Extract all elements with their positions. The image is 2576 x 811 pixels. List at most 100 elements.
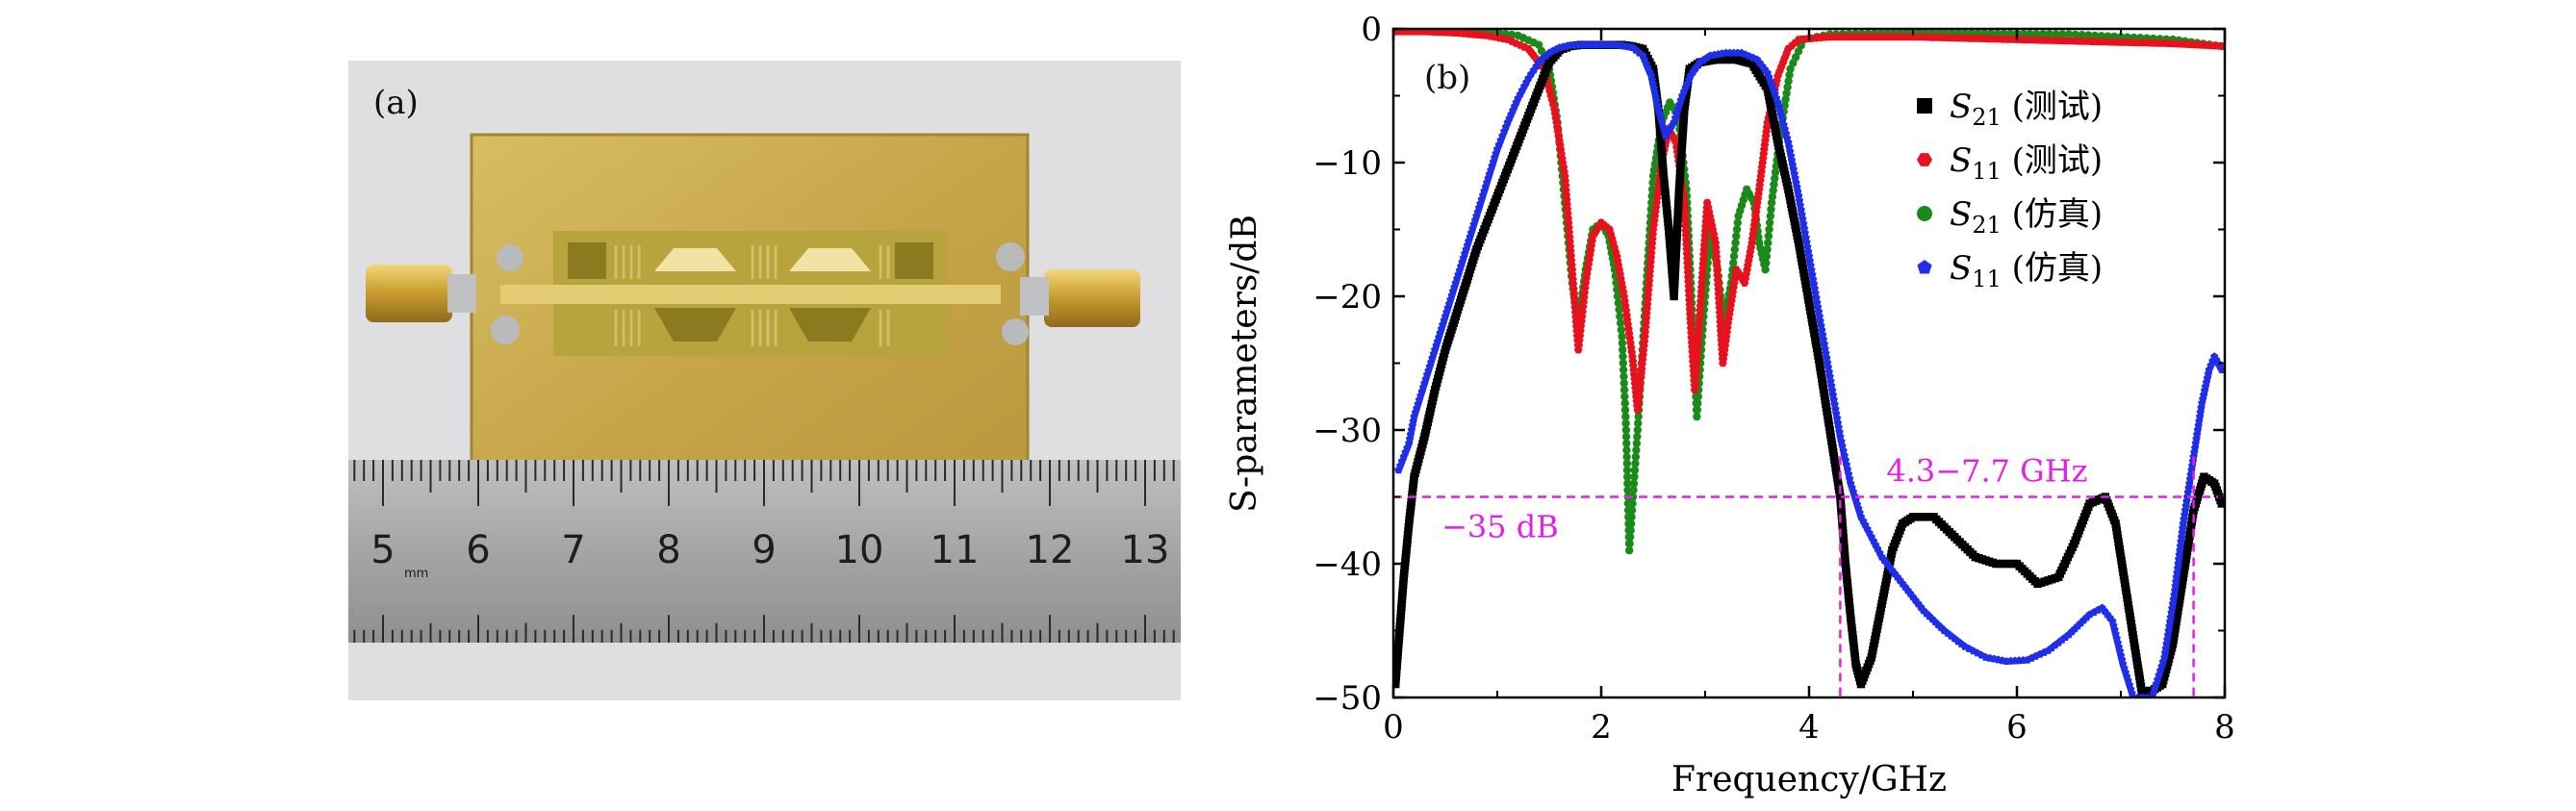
- data-point: [1784, 77, 1793, 86]
- data-point: [1616, 318, 1625, 327]
- data-point: [1629, 479, 1639, 488]
- data-point: [1618, 332, 1626, 341]
- data-point: [1620, 386, 1629, 394]
- data-point: [1693, 405, 1702, 415]
- data-point: [1693, 412, 1701, 421]
- data-point: [2078, 31, 2086, 39]
- data-point: [1633, 425, 1643, 435]
- data-point: [1649, 165, 1659, 174]
- data-point: [2032, 30, 2041, 38]
- series-1: [1393, 29, 2225, 414]
- data-point: [1622, 439, 1631, 448]
- panel-a-label: (a): [373, 84, 419, 122]
- x-axis-label: Frequency/GHz: [1671, 760, 1947, 799]
- data-point: [1765, 218, 1774, 227]
- sma-connector-left: [366, 265, 476, 322]
- data-point: [2058, 30, 2067, 38]
- data-point: [1634, 418, 1643, 428]
- data-point: [1625, 539, 1634, 548]
- data-point: [1630, 466, 1640, 474]
- ruler-number: 5: [370, 528, 395, 572]
- legend-marker: [1917, 153, 1932, 166]
- data-point: [2052, 30, 2060, 38]
- data-point: [1762, 252, 1772, 261]
- data-point: [1621, 425, 1631, 435]
- data-point: [1631, 452, 1641, 461]
- data-point: [2019, 29, 2028, 38]
- x-tick-label: 8: [2214, 708, 2235, 747]
- data-point: [1627, 513, 1636, 521]
- ruler-number: 10: [835, 528, 884, 572]
- data-point: [1764, 239, 1773, 247]
- data-point: [1622, 466, 1632, 474]
- legend: S21 (测试) S11 (测试) S21 (仿真) S11 (仿真): [1917, 88, 2103, 292]
- legend-label: S11 (仿真): [1950, 249, 2103, 292]
- data-point: [1614, 298, 1623, 308]
- legend-label: S21 (测试): [1950, 88, 2103, 131]
- y-tick-label: 0: [1361, 11, 1382, 49]
- data-point: [1619, 359, 1628, 367]
- data-point: [1785, 70, 1794, 80]
- data-point: [1622, 459, 1632, 468]
- data-point: [1694, 399, 1702, 408]
- data-point: [2071, 30, 2079, 39]
- data-point: [1732, 225, 1742, 234]
- data-point: [1730, 245, 1739, 254]
- pcb-circuit: [491, 231, 1029, 356]
- data-point: [2084, 31, 2093, 39]
- data-point: [1632, 439, 1642, 448]
- level-annotation: −35 dB: [1441, 509, 1559, 545]
- data-point: [1762, 259, 1771, 267]
- annotation-layer: [1393, 456, 2225, 697]
- data-point: [2217, 366, 2225, 373]
- data-point: [1771, 167, 1780, 177]
- data-point: [1771, 174, 1779, 183]
- data-point: [1615, 305, 1623, 315]
- ruler-number: 6: [466, 528, 490, 572]
- data-point: [1621, 432, 1631, 442]
- ruler-number: 9: [752, 528, 776, 572]
- ruler-number: 8: [656, 528, 680, 572]
- legend-label: S11 (测试): [1950, 141, 2103, 185]
- ruler-number: 11: [931, 528, 980, 572]
- plot-area: [1393, 29, 2225, 697]
- data-point: [1622, 445, 1631, 455]
- data-point: [1620, 379, 1628, 388]
- data-point: [1626, 526, 1635, 535]
- legend-marker: [1917, 260, 1932, 274]
- data-point: [1623, 479, 1632, 488]
- data-point: [1620, 393, 1629, 401]
- data-point: [1761, 266, 1770, 274]
- series-layer: [1393, 29, 2225, 697]
- data-point: [1732, 232, 1741, 241]
- data-point: [1765, 225, 1773, 234]
- data-point: [1729, 252, 1739, 261]
- sma-connector-right: [1020, 269, 1140, 327]
- data-point: [1647, 185, 1657, 193]
- y-tick-label: −40: [1313, 545, 1382, 584]
- panel-b-label: (b): [1424, 59, 1470, 97]
- data-point: [1648, 171, 1658, 181]
- x-tick-label: 2: [1591, 708, 1612, 747]
- data-point: [1620, 405, 1630, 415]
- y-tick-label: −30: [1313, 412, 1382, 450]
- ruler-number: 13: [1121, 528, 1170, 572]
- data-point: [1620, 399, 1629, 408]
- data-point: [1729, 259, 1738, 267]
- x-tick-label: 4: [1798, 708, 1820, 747]
- data-point: [1617, 325, 1626, 334]
- data-point: [1650, 160, 1660, 168]
- data-point: [1613, 291, 1622, 301]
- data-point: [1621, 418, 1630, 428]
- data-point: [1763, 245, 1772, 254]
- data-point: [1619, 345, 1627, 354]
- data-point: [1629, 486, 1638, 494]
- data-point: [1769, 186, 1777, 195]
- y-axis-label: S-parameters/dB: [1225, 215, 1264, 513]
- data-point: [2090, 31, 2100, 40]
- y-tick-label: −10: [1313, 144, 1382, 183]
- data-point: [2064, 30, 2074, 38]
- data-point: [1767, 198, 1776, 207]
- legend-label: S21 (仿真): [1950, 195, 2103, 239]
